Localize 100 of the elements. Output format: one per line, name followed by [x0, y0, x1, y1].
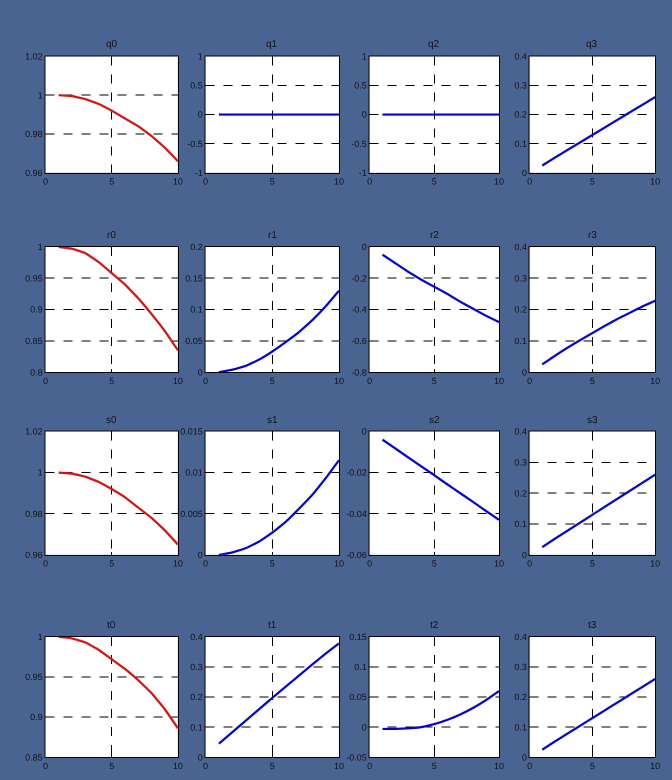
x-tick-label: 10 [172, 558, 183, 569]
chart-title: s0 [106, 415, 117, 426]
line-series [541, 300, 656, 366]
chart-title: q0 [106, 39, 118, 50]
chart-title: s2 [429, 415, 440, 426]
y-tick-label: 0.9 [30, 712, 43, 722]
y-tick-label: 0.15 [185, 273, 203, 284]
y-tick-label: -0.05 [346, 752, 367, 762]
y-tick-label: 0 [522, 752, 527, 762]
y-tick-label: 0 [198, 367, 203, 378]
x-tick-label: 5 [432, 176, 437, 187]
y-tick-label: -0.5 [351, 138, 367, 149]
y-tick-label: 1 [38, 632, 43, 642]
chart-title: q2 [428, 39, 440, 50]
y-tick-label: -0.2 [351, 273, 367, 284]
y-tick-label: 0.1 [190, 722, 203, 732]
y-tick-label: 0.98 [25, 508, 43, 519]
y-tick-label: 0.2 [514, 692, 527, 702]
x-tick-label: 10 [334, 176, 344, 187]
x-tick-label: 5 [590, 558, 595, 569]
line-series [58, 636, 178, 730]
y-tick-label: 0 [362, 242, 367, 252]
y-tick-label: 0.1 [514, 138, 527, 149]
y-tick-label: -0.04 [346, 508, 367, 519]
y-tick-label: 0.1 [190, 304, 203, 315]
chart-title: s3 [587, 415, 598, 426]
y-tick-label: 0.5 [354, 80, 367, 91]
y-tick-label: 0 [198, 110, 203, 120]
y-tick-label: 0.85 [25, 336, 43, 346]
x-tick-label: 10 [494, 376, 504, 386]
y-tick-label: 0.4 [514, 51, 527, 62]
x-tick-label: 10 [334, 376, 344, 386]
line-series [58, 94, 178, 162]
line-series [541, 96, 656, 167]
line-series [218, 642, 339, 745]
chart-title: t1 [268, 620, 277, 631]
x-tick-label: 10 [172, 176, 183, 187]
y-tick-label: 0.05 [185, 336, 203, 346]
x-tick-label: 10 [650, 376, 660, 386]
y-tick-label: -0.6 [351, 336, 367, 346]
y-tick-label: 0.2 [514, 304, 527, 315]
y-tick-label: -1 [358, 168, 367, 178]
y-tick-label: 0.1 [514, 519, 527, 530]
y-tick-label: 0.85 [25, 752, 43, 762]
y-tick-label: 1 [38, 242, 43, 252]
y-tick-label: -0.06 [346, 550, 367, 560]
y-tick-label: -0.5 [187, 138, 203, 149]
y-tick-label: 0.3 [514, 662, 527, 672]
y-tick-label: 0.4 [514, 426, 527, 437]
y-tick-label: 0.95 [25, 672, 43, 682]
line-series [381, 254, 500, 324]
y-tick-label: 1.02 [25, 51, 43, 62]
y-tick-label: 1 [198, 51, 203, 62]
x-tick-label: 10 [494, 558, 504, 569]
y-tick-label: 0.1 [514, 722, 527, 732]
y-tick-label: 0.2 [514, 110, 527, 120]
line-series [541, 474, 656, 548]
y-tick-label: -0.8 [351, 367, 367, 378]
y-tick-label: 0.9 [30, 304, 43, 315]
x-tick-label: 10 [650, 176, 660, 187]
y-tick-label: 0.3 [514, 80, 527, 91]
y-tick-label: 0 [198, 550, 203, 560]
x-tick-label: 10 [494, 761, 504, 772]
line-series [218, 290, 339, 372]
y-tick-label: 0.2 [190, 242, 203, 252]
line-series [218, 459, 339, 555]
y-tick-label: 0 [198, 752, 203, 762]
y-tick-label: 1.02 [25, 426, 43, 437]
x-tick-label: 10 [334, 558, 344, 569]
y-tick-label: 0 [522, 367, 527, 378]
y-tick-label: 0.3 [514, 457, 527, 468]
y-tick-label: 0.2 [514, 488, 527, 498]
x-tick-label: 5 [270, 376, 275, 386]
x-tick-label: 5 [270, 558, 275, 569]
y-tick-label: 0 [522, 168, 527, 178]
x-tick-label: 10 [172, 376, 183, 386]
chart-title: q3 [586, 39, 598, 50]
y-tick-label: 0.4 [514, 242, 527, 252]
x-tick-label: 5 [109, 558, 114, 569]
line-series [381, 690, 500, 730]
chart-title: s1 [267, 415, 278, 426]
x-tick-label: 5 [590, 376, 595, 386]
chart-title: r1 [268, 230, 278, 241]
y-tick-label: 0.5 [190, 80, 203, 91]
y-tick-label: 0.1 [354, 662, 367, 672]
x-tick-label: 5 [270, 761, 275, 772]
y-tick-label: 0.015 [180, 426, 203, 437]
chart-title: r2 [430, 230, 440, 241]
y-tick-label: 1 [38, 90, 43, 100]
y-tick-label: 0.1 [514, 336, 527, 346]
y-tick-label: 0.98 [25, 129, 43, 140]
y-tick-label: 0.4 [190, 632, 203, 642]
y-tick-label: -1 [194, 168, 203, 178]
y-tick-label: 0.2 [190, 692, 203, 702]
y-tick-label: 0.01 [185, 468, 203, 478]
x-tick-label: 10 [334, 761, 344, 772]
y-tick-label: 0.8 [30, 367, 43, 378]
chart-title: r0 [107, 230, 116, 241]
x-tick-label: 5 [590, 176, 595, 187]
x-tick-label: 10 [650, 558, 660, 569]
